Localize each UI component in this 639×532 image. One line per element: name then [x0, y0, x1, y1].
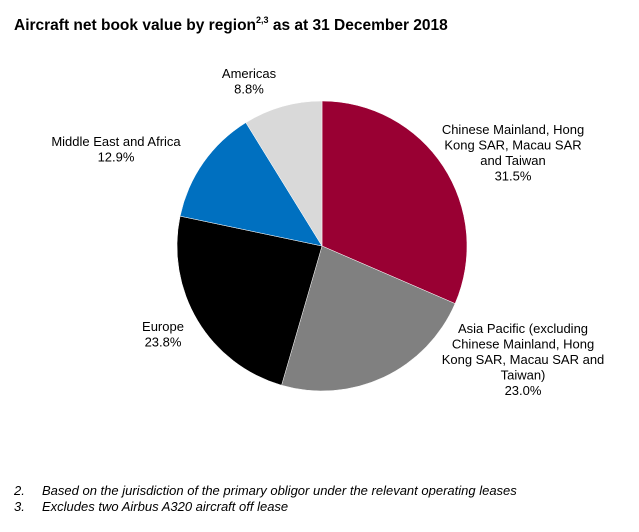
- slice-name-1-line-0: Asia Pacific (excluding: [458, 321, 588, 336]
- slice-value-4: 8.8%: [234, 82, 264, 97]
- footnote-2: 2. Based on the jurisdiction of the prima…: [14, 483, 517, 499]
- slice-value-2: 23.8%: [145, 335, 182, 350]
- slice-name-1-line-1: Chinese Mainland, Hong: [452, 337, 594, 352]
- pie-slice-0: [321, 100, 468, 304]
- slice-label-3: Middle East and Africa 12.9%: [51, 134, 181, 165]
- slice-name-0-line-0: Chinese Mainland, Hong: [442, 122, 584, 137]
- slice-value-3: 12.9%: [98, 150, 135, 165]
- slice-value-0: 31.5%: [495, 169, 532, 184]
- pie-slice-2: [176, 215, 323, 386]
- slice-name-0-line-2: and Taiwan: [480, 153, 546, 168]
- slice-name-1-line-3: Taiwan): [501, 368, 546, 383]
- footnote-3-number: 3.: [14, 499, 25, 514]
- chart-title-text: Aircraft net book value by region: [14, 17, 257, 35]
- footnote-2-text: Based on the jurisdiction of the primary…: [42, 483, 517, 498]
- slice-label-4: Americas 8.8%: [222, 66, 277, 97]
- slice-name-4-line-0: Americas: [222, 66, 277, 81]
- slice-name-3-line-0: Middle East and Africa: [51, 134, 181, 149]
- slice-name-2-line-0: Europe: [142, 319, 184, 334]
- slice-name-0-line-1: Kong SAR, Macau SAR: [444, 138, 581, 153]
- slice-name-1-line-2: Kong SAR, Macau SAR and: [442, 352, 605, 367]
- slice-label-1: Asia Pacific (excluding Chinese Mainland,…: [442, 321, 605, 398]
- pie-slice-1: [281, 245, 456, 392]
- slice-label-2: Europe 23.8%: [142, 319, 184, 350]
- chart-title: Aircraft net book value by region2,3 as …: [14, 15, 448, 35]
- footnote-3-text: Excludes two Airbus A320 aircraft off le…: [42, 499, 289, 514]
- slice-value-1: 23.0%: [505, 383, 542, 398]
- slice-label-0: Chinese Mainland, Hong Kong SAR, Macau SA…: [442, 122, 584, 184]
- footnotes: 2. Based on the jurisdiction of the prima…: [14, 483, 517, 515]
- footnote-2-number: 2.: [14, 483, 25, 498]
- chart-title-superscript: 2,3: [256, 15, 269, 25]
- pie-slice-3: [179, 122, 323, 247]
- chart-title-suffix: as at 31 December 2018: [268, 17, 448, 35]
- pie-slice-4: [245, 100, 323, 247]
- footnote-3: 3. Excludes two Airbus A320 aircraft off …: [14, 499, 517, 515]
